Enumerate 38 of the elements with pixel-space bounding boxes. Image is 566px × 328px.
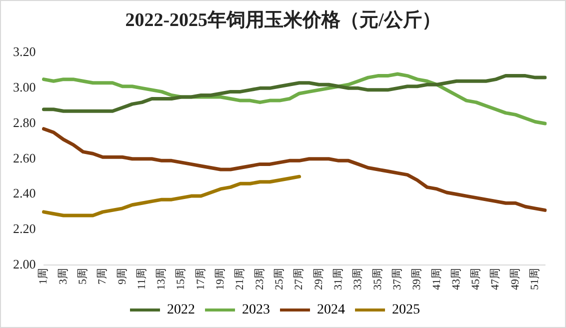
x-tick-label: 45周 bbox=[470, 268, 482, 290]
x-tick-label: 43周 bbox=[450, 268, 462, 290]
x-tick-label: 19周 bbox=[214, 268, 227, 290]
x-tick-label: 15周 bbox=[175, 268, 188, 290]
x-tick-label: 9周 bbox=[116, 268, 128, 284]
y-tick-label: 2.20 bbox=[13, 221, 36, 236]
x-tick-label: 41周 bbox=[430, 268, 443, 290]
legend-label: 2023 bbox=[242, 302, 270, 318]
x-tick-label: 11周 bbox=[136, 268, 148, 290]
x-tick-label: 17周 bbox=[194, 268, 207, 290]
x-tick-label: 47周 bbox=[490, 268, 502, 290]
x-tick-label: 3周 bbox=[57, 268, 70, 284]
x-tick-label: 5周 bbox=[76, 268, 89, 284]
x-tick-label: 29周 bbox=[312, 268, 325, 290]
x-tick-label: 51周 bbox=[529, 268, 542, 290]
x-tick-label: 33周 bbox=[352, 268, 364, 290]
legend-label: 2025 bbox=[392, 302, 420, 318]
x-tick-label: 23周 bbox=[254, 268, 266, 290]
x-tick-label: 7周 bbox=[96, 268, 109, 284]
x-tick-label: 25周 bbox=[274, 268, 286, 290]
y-tick-label: 3.20 bbox=[13, 44, 36, 60]
x-tick-label: 27周 bbox=[293, 268, 306, 290]
x-tick-label: 13周 bbox=[156, 268, 168, 290]
x-tick-label: 35周 bbox=[372, 268, 384, 290]
y-tick-label: 3.00 bbox=[13, 80, 36, 95]
y-tick-label: 2.60 bbox=[13, 150, 36, 166]
y-tick-label: 2.80 bbox=[13, 114, 36, 130]
legend-label: 2024 bbox=[317, 302, 345, 318]
chart-title: 2022-2025年饲用玉米价格（元/公斤） bbox=[124, 8, 442, 33]
x-tick-label: 21周 bbox=[234, 268, 246, 290]
y-tick-label: 2.00 bbox=[13, 256, 36, 272]
y-tick-label: 2.40 bbox=[13, 186, 36, 201]
legend-label: 2022 bbox=[167, 302, 195, 318]
x-tick-label: 37周 bbox=[391, 268, 404, 290]
x-tick-label: 49周 bbox=[509, 268, 522, 290]
x-tick-label: 31周 bbox=[332, 268, 344, 290]
x-tick-label: 1周 bbox=[38, 268, 50, 284]
x-tick-label: 39周 bbox=[411, 268, 424, 290]
